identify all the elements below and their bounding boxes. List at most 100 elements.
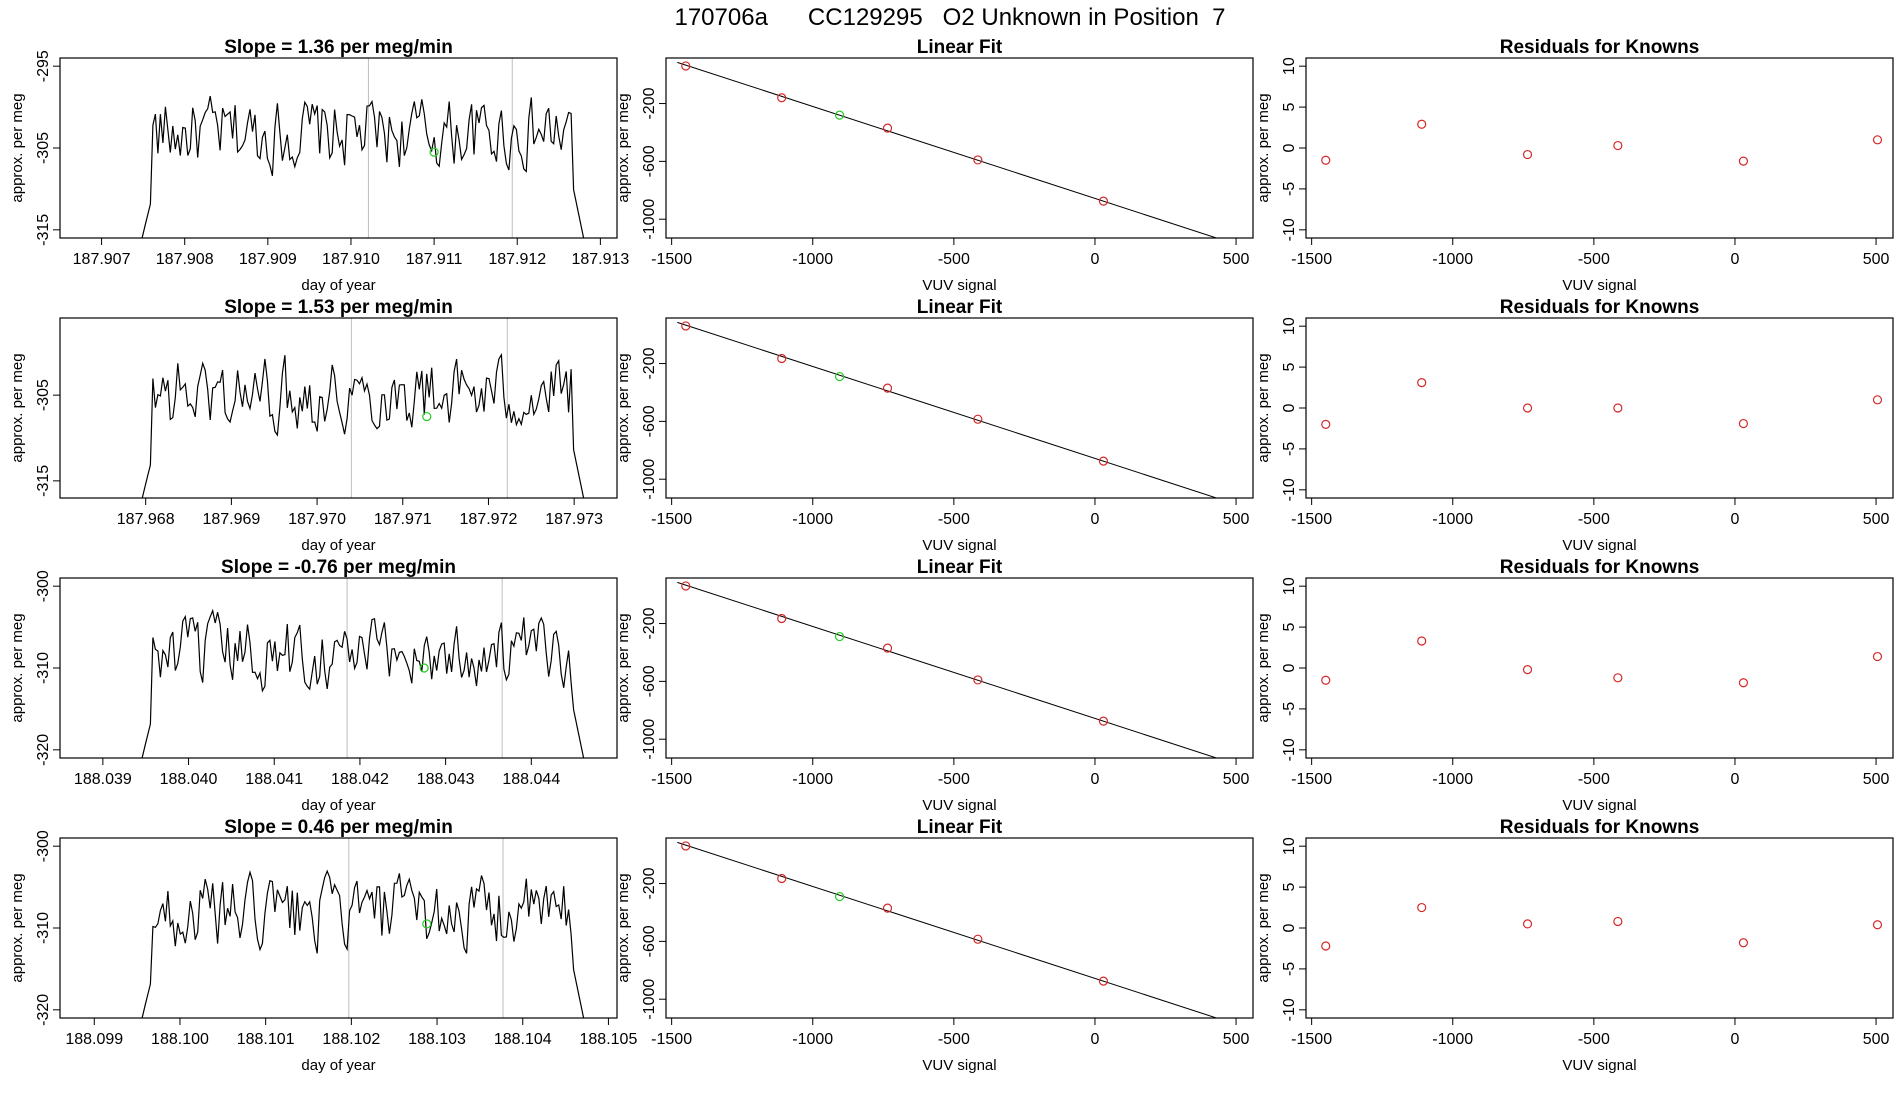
panel-9: Residuals for Knowns VUV signal approx. pe… [1255, 37, 1894, 294]
residual-point [1872, 135, 1883, 145]
plot-area [677, 581, 1241, 769]
y-tick-label: -600 [641, 145, 658, 177]
y-axis-label: approx. per meg [615, 613, 632, 722]
known-point [1098, 716, 1109, 726]
y-axis-label: approx. per meg [9, 353, 26, 462]
y-tick-label: -200 [641, 607, 658, 639]
x-tick-label: 500 [1863, 511, 1890, 528]
x-tick-label: 187.907 [73, 251, 131, 268]
y-tick-label: -600 [641, 665, 658, 697]
unknown-point [834, 110, 845, 120]
residual-point [1613, 140, 1623, 151]
x-tick-label: -1500 [1291, 511, 1332, 528]
known-point [882, 123, 893, 133]
y-axis-label: approx. per meg [1255, 353, 1272, 462]
plot-area [1321, 902, 1883, 951]
plot-area [141, 838, 585, 1018]
x-axis-label: VUV signal [1562, 277, 1636, 294]
panel-title: Slope = -0.76 per meg/min [221, 557, 456, 578]
plot-area [141, 578, 585, 758]
x-tick-label: 188.042 [331, 771, 389, 788]
y-tick-label: 10 [1281, 317, 1298, 335]
known-point [973, 934, 983, 944]
panel-4: Slope = 0.46 per meg/min day of year appro… [9, 817, 637, 1074]
y-axis-label: approx. per meg [9, 93, 26, 202]
residual-point [1738, 678, 1749, 688]
known-point [973, 414, 983, 424]
fit-line [677, 581, 1219, 758]
x-tick-label: -500 [938, 1031, 970, 1048]
known-point [1098, 196, 1109, 206]
y-tick-label: -1000 [641, 719, 658, 760]
known-point [777, 93, 787, 103]
residual-point [1321, 941, 1331, 951]
residual-point [1872, 651, 1883, 662]
panel-title: Slope = 1.53 per meg/min [224, 297, 453, 318]
trace-line [141, 608, 585, 758]
unknown-marker [429, 147, 439, 157]
plot-frame [59, 57, 618, 239]
y-tick-label: -315 [35, 214, 52, 246]
plot-area [141, 58, 585, 238]
unknown-point [834, 371, 845, 382]
x-axis-label: day of year [301, 797, 375, 814]
residual-point [1321, 155, 1331, 165]
known-point [1233, 761, 1241, 769]
plot-area [1321, 119, 1883, 166]
x-tick-label: 0 [1091, 771, 1100, 788]
x-tick-label: 188.039 [74, 771, 132, 788]
plot-frame [59, 317, 618, 499]
unknown-marker [422, 919, 432, 929]
x-tick-label: 187.913 [571, 251, 629, 268]
y-tick-label: 5 [1281, 623, 1298, 632]
x-tick-label: 188.040 [160, 771, 218, 788]
x-tick-label: 188.044 [502, 771, 560, 788]
page-title: 170706a CC129295 O2 Unknown in Position … [674, 4, 1226, 31]
x-axis-label: day of year [301, 1057, 375, 1074]
x-tick-label: 0 [1091, 511, 1100, 528]
x-tick-label: -1500 [651, 251, 692, 268]
x-tick-label: -500 [1578, 771, 1610, 788]
plot-frame [665, 57, 1254, 239]
residual-point [1417, 636, 1427, 646]
panel-2: Slope = 1.53 per meg/min day of year appro… [9, 297, 618, 554]
residual-point [1613, 673, 1623, 683]
unknown-point [834, 891, 845, 902]
y-tick-label: 5 [1281, 103, 1298, 112]
y-tick-label: -295 [35, 50, 52, 82]
x-tick-label: 188.041 [245, 771, 303, 788]
x-tick-label: 187.972 [460, 511, 518, 528]
known-point [1233, 241, 1241, 249]
panel-7: Linear Fit VUV signal approx. per meg -1500… [615, 557, 1254, 814]
x-tick-label: -500 [938, 251, 970, 268]
panel-10: Residuals for Knowns VUV signal approx. pe… [1255, 297, 1894, 554]
panel-3: Slope = -0.76 per meg/min day of year appr… [9, 557, 618, 814]
y-tick-label: -305 [35, 379, 52, 411]
y-tick-label: -5 [1281, 442, 1298, 456]
y-tick-label: -5 [1281, 182, 1298, 196]
plot-frame [1305, 317, 1894, 499]
y-tick-label: -600 [641, 925, 658, 957]
x-tick-label: 187.973 [545, 511, 603, 528]
panel-11: Residuals for Knowns VUV signal approx. pe… [1255, 557, 1894, 814]
known-point [681, 581, 691, 591]
x-axis-label: VUV signal [922, 277, 996, 294]
x-tick-label: -1000 [1432, 771, 1473, 788]
x-tick-label: -1500 [1291, 251, 1332, 268]
panel-title: Linear Fit [917, 557, 1003, 578]
y-tick-label: -5 [1281, 702, 1298, 716]
x-tick-label: 188.102 [322, 1031, 380, 1048]
known-point [681, 841, 691, 851]
plot-area [141, 318, 585, 498]
plot-area [677, 321, 1219, 498]
y-tick-label: 0 [1281, 663, 1298, 672]
known-point [1098, 456, 1109, 466]
y-tick-label: -600 [641, 405, 658, 437]
y-axis-label: approx. per meg [9, 613, 26, 722]
x-axis-label: VUV signal [922, 1057, 996, 1074]
residual-point [1417, 378, 1427, 388]
x-tick-label: -500 [1578, 1031, 1610, 1048]
residual-point [1321, 675, 1331, 685]
trace-line [141, 869, 585, 1018]
